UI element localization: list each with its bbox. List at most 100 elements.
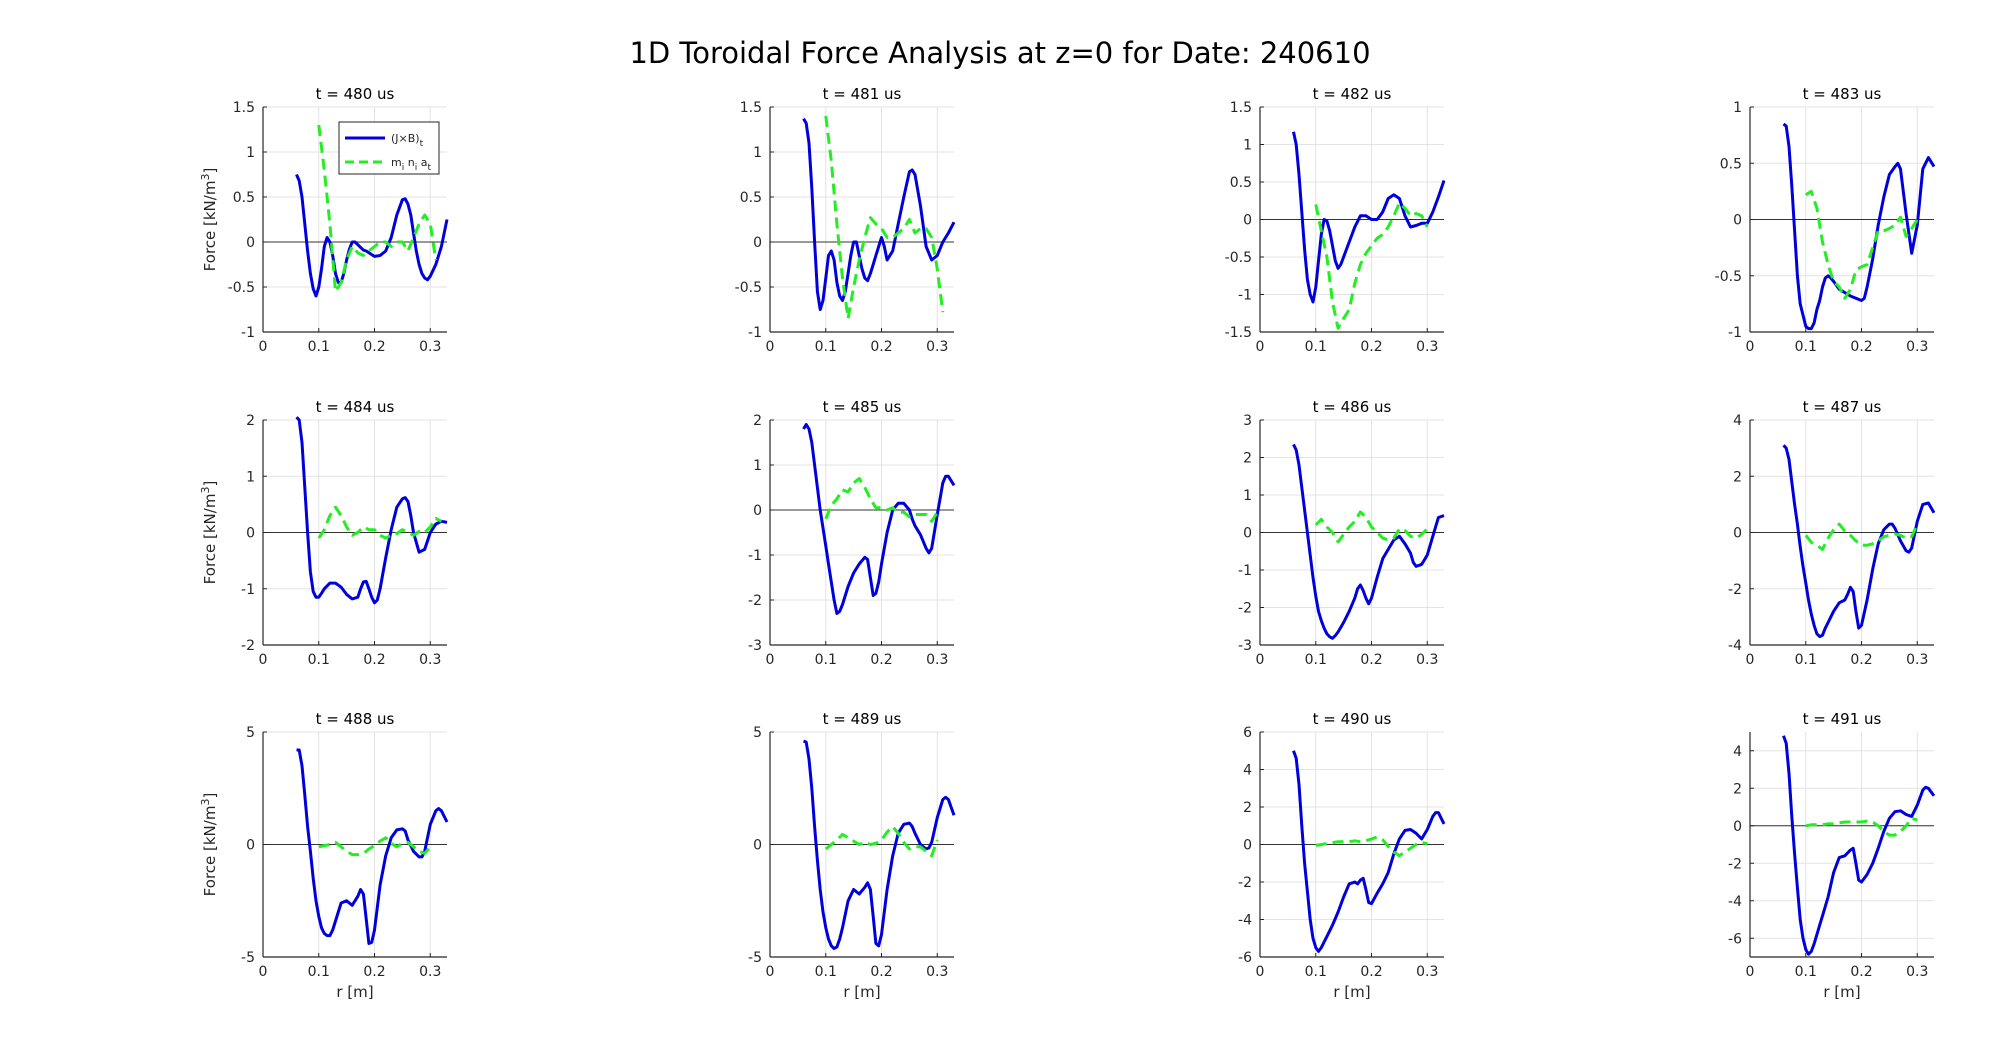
y-tick-label: -3: [1238, 638, 1252, 654]
legend-entry: (J×B)t: [391, 132, 424, 149]
series-jxb-line: [296, 748, 449, 945]
y-tick-label: 2: [1733, 781, 1742, 797]
y-tick-label: 1: [753, 145, 762, 161]
figure-title: 1D Toroidal Force Analysis at z=0 for Da…: [629, 36, 1371, 70]
x-tick-label: 0.1: [815, 964, 837, 980]
y-tick-label: -4: [1728, 894, 1742, 910]
plot-area: [770, 107, 954, 332]
x-axis-label: r [m]: [1333, 983, 1370, 1001]
x-tick-label: 0.2: [870, 964, 892, 980]
y-tick-label: 4: [1733, 744, 1742, 760]
y-tick-label: -2: [748, 593, 762, 609]
y-tick-label: 0: [1243, 213, 1252, 229]
subplot-7: 0 0.1 0.2 0.3 -3 -2 -1 0 1 2 3 t = 486 us: [1238, 398, 1445, 668]
y-tick-label: -1.5: [1225, 325, 1252, 341]
series-mna-line: [1314, 510, 1429, 544]
x-tick-label: 0.2: [1360, 652, 1382, 668]
series-jxb-line: [1782, 735, 1936, 956]
x-tick-label: 0.1: [1305, 964, 1327, 980]
series-mna-line: [1314, 201, 1429, 330]
x-tick-label: 0.2: [1360, 339, 1382, 355]
y-tick-label: 0: [1733, 213, 1742, 229]
y-tick-label: -6: [1728, 931, 1742, 947]
y-tick-label: 6: [1243, 725, 1252, 741]
y-tick-label: 3: [1243, 413, 1252, 429]
subplot-title: t = 489 us: [823, 710, 902, 728]
x-tick-label: 0.3: [926, 339, 948, 355]
y-tick-label: 2: [1243, 451, 1252, 467]
y-tick-label: 1: [246, 469, 255, 485]
legend-box: [338, 121, 440, 175]
y-tick-label: -1: [1728, 325, 1742, 341]
y-tick-label: 1: [246, 145, 255, 161]
y-tick-label: -4: [1238, 913, 1252, 929]
x-tick-label: 0.1: [815, 652, 837, 668]
x-tick-label: 0: [259, 339, 268, 355]
series-mna-line: [1805, 189, 1919, 300]
x-tick-label: 0.1: [308, 652, 330, 668]
series-jxb-line: [802, 739, 956, 950]
subplot-1: 0 0.1 0.2 0.3 -1 -0.5 0 0.5 1 1.5 t = 480 us Force …: [199, 85, 449, 355]
x-axis-label: r [m]: [1823, 983, 1860, 1001]
y-tick-label: 1: [1243, 488, 1252, 504]
series-mna-line: [824, 825, 939, 858]
series-jxb-line: [802, 117, 956, 311]
y-tick-label: -0.5: [1225, 250, 1252, 266]
x-tick-label: 0.1: [1795, 339, 1817, 355]
y-axis-label: Force [kN/m3]: [199, 793, 219, 897]
y-tick-label: 1: [1243, 138, 1252, 154]
y-tick-label: -1: [241, 325, 255, 341]
y-tick-label: -3: [748, 638, 762, 654]
y-tick-label: -1: [748, 325, 762, 341]
series-mna-line: [1804, 522, 1919, 551]
series-jxb-line: [295, 416, 448, 605]
x-tick-label: 0: [259, 964, 268, 980]
y-tick-label: 0.5: [233, 190, 255, 206]
subplot-title: t = 483 us: [1803, 85, 1882, 103]
y-tick-label: -1: [1238, 563, 1252, 579]
y-tick-label: 0.5: [1720, 156, 1742, 172]
subplot-2: 0 0.1 0.2 0.3 -1 -0.5 0 0.5 1 1.5 t = 481 us: [735, 85, 956, 355]
x-tick-label: 0.2: [363, 652, 385, 668]
subplot-4: 0 0.1 0.2 0.3 -1 -0.5 0 0.5 1 t = 483 us: [1715, 85, 1936, 355]
y-tick-label: 0: [753, 838, 762, 854]
x-tick-label: 0.2: [1360, 964, 1382, 980]
series-mna-line: [1315, 835, 1428, 858]
subplot-title: t = 481 us: [823, 85, 902, 103]
series-jxb-line: [1292, 750, 1446, 953]
y-tick-label: 0: [1243, 526, 1252, 542]
y-axis-label: Force [kN/m3]: [199, 481, 219, 585]
subplot-title: t = 488 us: [316, 710, 395, 728]
y-tick-label: 5: [753, 725, 762, 741]
y-tick-label: 1.5: [233, 100, 255, 116]
x-tick-label: 0: [766, 339, 775, 355]
subplot-title: t = 484 us: [316, 398, 395, 416]
y-axis-label: Force [kN/m3]: [199, 168, 219, 272]
y-tick-label: -0.5: [735, 280, 762, 296]
x-tick-label: 0: [1256, 652, 1265, 668]
y-tick-label: 1: [1733, 100, 1742, 116]
x-tick-label: 0.1: [1305, 339, 1327, 355]
x-axis-label: r [m]: [336, 983, 373, 1001]
x-tick-label: 0.1: [308, 964, 330, 980]
x-tick-label: 0.2: [870, 339, 892, 355]
series-mna-line: [317, 505, 443, 540]
y-tick-label: -1: [241, 582, 255, 598]
x-tick-label: 0.3: [1416, 964, 1438, 980]
y-tick-label: -5: [241, 950, 255, 966]
subplot-12: 0 0.1 0.2 0.3 -6 -4 -2 0 2 4 t = 491 us r [m]: [1728, 710, 1936, 1001]
y-tick-label: 0: [246, 526, 255, 542]
series-jxb-line: [1292, 131, 1446, 304]
y-tick-label: -2: [1238, 875, 1252, 891]
subplot-title: t = 480 us: [316, 85, 395, 103]
legend: (J×B)t mi ni at: [338, 121, 440, 175]
x-tick-label: 0.3: [1906, 964, 1928, 980]
y-tick-label: -5: [748, 950, 762, 966]
x-tick-label: 0.3: [1906, 652, 1928, 668]
series-jxb-line: [1782, 444, 1936, 639]
y-tick-label: -2: [1728, 582, 1742, 598]
series-mna-line: [318, 836, 432, 857]
